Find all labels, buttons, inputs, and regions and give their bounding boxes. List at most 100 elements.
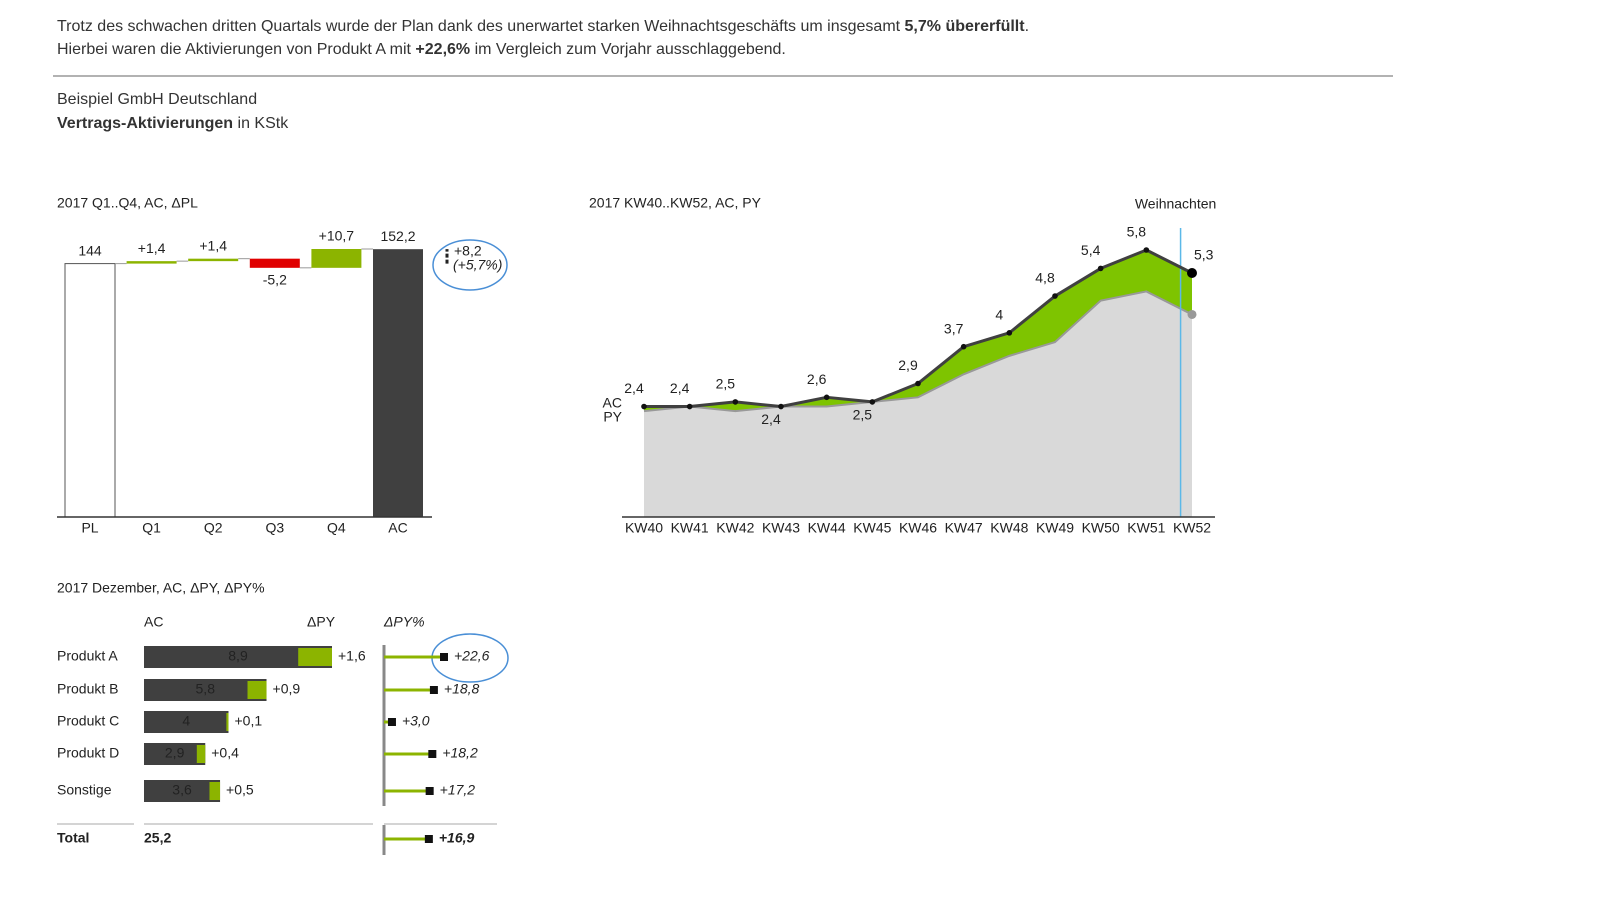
- total-label: Total: [57, 830, 89, 846]
- ac-dot: [960, 343, 967, 350]
- py-end-dot: [1187, 309, 1197, 319]
- x-tick-label: Q4: [327, 520, 346, 536]
- value-label: +10,7: [319, 228, 355, 244]
- measure: Vertrags-Aktivierungen in KStk: [57, 115, 289, 132]
- py-line: [643, 290, 1193, 413]
- x-tick-label: PL: [81, 520, 98, 536]
- x-tick-label: KW48: [990, 520, 1028, 536]
- ac-bar: [144, 743, 206, 765]
- highlight: [432, 239, 508, 291]
- text-bold: Vertrags-Aktivierungen: [57, 115, 233, 132]
- text: Hierbei waren die Aktivierungen von Prod…: [57, 41, 415, 58]
- bar: [311, 249, 362, 268]
- company: Beispiel GmbH Deutschland: [57, 91, 257, 108]
- chart-title: 2017 KW40..KW52, AC, PY: [589, 195, 762, 211]
- pct-marker: [425, 787, 434, 795]
- ac-label: 8,9: [228, 648, 248, 664]
- legend-label: PY: [603, 409, 622, 425]
- x-tick-label: KW46: [899, 520, 937, 536]
- row-label: Produkt C: [57, 713, 119, 729]
- x-tick-label: KW42: [716, 520, 754, 536]
- delta-bar: [209, 782, 221, 800]
- difference-area: [644, 250, 1192, 412]
- headline-1: Trotz des schwachen dritten Quartals wur…: [57, 18, 1029, 35]
- x-tick-label: AC: [388, 520, 407, 536]
- value-label: 3,7: [944, 320, 964, 336]
- chart-title: 2017 Q1..Q4, AC, ΔPL: [57, 195, 198, 211]
- ac-dot: [732, 399, 739, 405]
- value-label: 144: [78, 242, 102, 258]
- pct-label: +18,8: [444, 681, 480, 697]
- row-label: Produkt A: [57, 648, 118, 664]
- x-tick-label: KW50: [1082, 520, 1120, 536]
- pct-marker: [387, 718, 396, 726]
- x-tick-label: Q1: [142, 520, 161, 536]
- delta-label: +0,9: [273, 681, 301, 697]
- value-label: 152,2: [380, 228, 415, 244]
- value-label: -5,2: [263, 272, 287, 288]
- text: in KStk: [238, 115, 290, 132]
- ac-dot: [869, 399, 876, 405]
- ac-label: 3,6: [172, 782, 192, 798]
- x-tick-label: KW40: [625, 520, 663, 536]
- ac-dot: [641, 403, 647, 410]
- value-label: 2,4: [670, 380, 690, 396]
- x-tick-label: KW41: [671, 520, 709, 536]
- ac-bar: [144, 679, 267, 701]
- headline-2: Hierbei waren die Aktivierungen von Prod…: [57, 41, 786, 58]
- text: .: [1025, 18, 1029, 35]
- ac-dot: [778, 403, 784, 410]
- ac-dot: [1006, 330, 1013, 336]
- text-bold: +22,6%: [415, 41, 470, 58]
- text-bold: 5,7% übererfüllt: [905, 18, 1026, 35]
- bar: [249, 258, 300, 268]
- x-tick-label: KW44: [808, 520, 846, 536]
- ac-bar: [144, 711, 229, 733]
- legend-label: AC: [603, 395, 622, 411]
- delta-label: +0,5: [226, 782, 254, 798]
- delta-percent-label: (+5,7%): [453, 257, 502, 273]
- annotation: Weihnachten: [1135, 196, 1216, 212]
- pct-label: +18,2: [442, 745, 478, 761]
- value-label: 4,8: [1035, 270, 1055, 286]
- pct-marker: [424, 835, 433, 843]
- total-pct: +16,9: [439, 830, 475, 846]
- x-tick-label: Q3: [265, 520, 284, 536]
- ac-dot: [1097, 265, 1104, 272]
- pct-marker: [440, 653, 448, 661]
- delta-bar: [196, 745, 206, 763]
- row-label: Produkt D: [57, 745, 119, 761]
- value-label: 2,6: [807, 371, 827, 387]
- ac-dot: [1187, 268, 1197, 279]
- pct-label: +22,6: [454, 648, 490, 664]
- ac-bar: [144, 646, 332, 668]
- value-label: 2,9: [898, 357, 918, 373]
- delta-label: +8,2: [454, 243, 482, 259]
- value-label: 2,4: [761, 411, 781, 427]
- value-label: 2,5: [716, 376, 736, 392]
- column-header: ΔPY: [307, 614, 336, 630]
- delta-bar: [226, 713, 229, 731]
- bar: [64, 263, 116, 518]
- py-area: [644, 291, 1192, 517]
- text: im Vergleich zum Vorjahr ausschlaggebend…: [470, 41, 786, 58]
- row-label: Produkt B: [57, 681, 118, 697]
- x-tick-label: Q2: [204, 520, 223, 536]
- pct-label: +17,2: [440, 782, 476, 798]
- total-ac: 25,2: [144, 830, 171, 846]
- bar: [188, 258, 239, 262]
- delta-bar: [247, 681, 267, 699]
- bar: [373, 249, 423, 517]
- value-label: +1,4: [199, 237, 227, 253]
- ac-label: 5,8: [196, 681, 216, 697]
- value-label: 4: [995, 307, 1003, 323]
- delta-label: +1,6: [338, 648, 366, 664]
- value-label: 5,4: [1081, 242, 1101, 258]
- value-label: 5,3: [1194, 247, 1214, 263]
- pct-marker: [429, 686, 438, 694]
- delta-bar: [298, 648, 332, 666]
- x-tick-label: KW52: [1173, 520, 1211, 536]
- column-header: AC: [144, 614, 163, 630]
- value-label: 5,8: [1127, 224, 1147, 240]
